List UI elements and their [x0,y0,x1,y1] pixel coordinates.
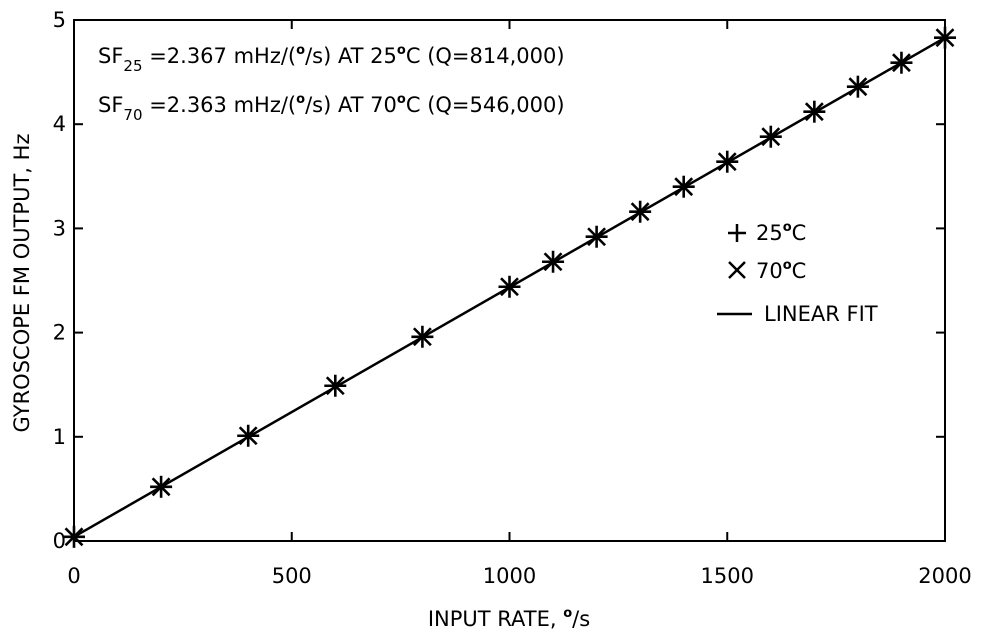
y-axis-title: GYROSCOPE FM OUTPUT, Hz [10,134,34,433]
point-70c-800 [412,327,432,347]
x-tick-label-500: 500 [272,564,312,588]
y-tick-label-0: 0 [53,529,66,553]
point-70c-1800 [848,77,868,97]
legend-marker-x [728,261,746,279]
axis-ticks: 0 500 1000 1500 2000 0 1 2 3 4 5 [53,8,972,588]
annotation-sf25: SF25 =2.367 mHz/(o/s) AT 25oC (Q=814,000… [98,43,565,75]
point-70c-1300 [630,202,650,222]
y-tick-label-3: 3 [53,216,66,240]
point-70c-1500 [717,152,737,172]
x-tick-label-0: 0 [67,564,80,588]
x-tick-label-1000: 1000 [483,564,536,588]
legend-label-linear-fit: LINEAR FIT [764,302,878,326]
point-70c-400 [238,426,258,446]
y-tick-label-1: 1 [53,425,66,449]
y-tick-label-5: 5 [53,8,66,32]
point-70c-0 [64,527,84,547]
point-70c-1400 [674,177,694,197]
point-70c-1000 [500,277,519,297]
legend-marker-plus [728,224,746,242]
x-axis-title: INPUT RATE, o/s [428,606,590,631]
point-70c-1100 [543,252,563,272]
legend: 25oC 70oC LINEAR FIT [717,220,878,326]
annotation-sf70: SF70 =2.363 mHz/(o/s) AT 70oC (Q=546,000… [98,92,565,124]
point-70c-200 [151,477,171,497]
point-70c-2000 [935,28,955,48]
x-tick-label-2000: 2000 [918,564,971,588]
y-tick-label-4: 4 [53,112,66,136]
point-70c-1200 [587,227,607,247]
legend-label-70c: 70oC [756,258,806,283]
point-70c-1700 [804,102,824,122]
marker-layer [63,26,956,548]
legend-label-25c: 25oC [756,220,806,245]
point-70c-600 [325,376,345,396]
point-70c-1900 [892,53,911,73]
point-70c-1600 [761,127,781,147]
y-tick-label-2: 2 [53,321,66,345]
x-tick-label-1500: 1500 [701,564,754,588]
